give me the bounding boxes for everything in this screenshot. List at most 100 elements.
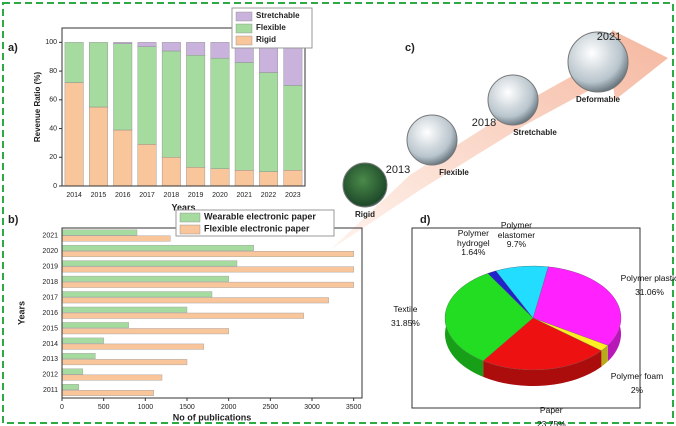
y-tick-label: 2011	[43, 387, 58, 394]
panel-label: b)	[8, 214, 19, 226]
pie-label: Polymer foam	[610, 371, 664, 382]
bar-segment	[137, 42, 157, 47]
bar-segment	[89, 106, 108, 187]
bar	[61, 244, 254, 251]
bar	[61, 250, 354, 257]
x-tick-label: 2017	[139, 192, 155, 199]
pie-slice	[444, 273, 534, 362]
y-tick-label: 2015	[42, 325, 58, 332]
bar-segment	[64, 82, 84, 187]
y-axis-label: Years	[16, 301, 26, 325]
pie-label: Polymer hydrogel	[457, 228, 490, 249]
stage-name: Deformable	[576, 95, 621, 104]
x-tick-label: 2021	[236, 192, 252, 199]
x-tick-label: 2022	[261, 192, 277, 199]
stage-year: 2021	[597, 31, 621, 43]
pie-side	[601, 345, 608, 367]
x-tick-label: 3000	[304, 404, 320, 411]
y-tick-label: 60	[49, 97, 57, 104]
bar-segment	[161, 157, 181, 187]
bar-segment	[64, 42, 84, 83]
x-tick-label: 2016	[115, 192, 131, 199]
legend-label: Wearable electronic paper	[204, 211, 316, 221]
legend-box	[175, 209, 335, 237]
bar	[61, 337, 104, 344]
bar	[61, 312, 304, 319]
legend-swatch	[179, 212, 201, 223]
y-tick-label: 2021	[42, 233, 58, 240]
pie-side	[483, 350, 602, 386]
pie-slice	[482, 317, 602, 371]
bar	[61, 229, 138, 236]
bar-segment	[137, 144, 157, 187]
legend-label: Flexible electronic paper	[204, 223, 310, 233]
y-axis-label: Revenue Ratio (%)	[33, 72, 42, 143]
y-tick-label: 2019	[42, 263, 58, 270]
bar-segment	[186, 167, 206, 187]
pie-value-label: 9.7%	[506, 238, 527, 249]
bar	[61, 368, 84, 375]
x-tick-label: 2018	[164, 192, 180, 199]
bar	[61, 390, 154, 396]
y-tick-label: 2018	[42, 279, 58, 286]
legend-label: Stretchable	[256, 11, 300, 20]
panel-label: c)	[405, 42, 415, 54]
bar	[61, 328, 229, 335]
stage-image	[342, 162, 388, 208]
y-tick-label: 2012	[42, 372, 58, 379]
bar	[61, 322, 129, 329]
bar-segment	[210, 57, 230, 169]
legend-swatch	[179, 224, 201, 235]
pie-value-label: 1.64%	[461, 247, 486, 258]
bar-segment	[186, 55, 206, 168]
x-tick-label: 2015	[91, 192, 107, 199]
stage-year: 2013	[386, 164, 410, 176]
stage-image	[406, 114, 458, 166]
stage-year: 2018	[472, 117, 496, 129]
x-tick-label: 2014	[66, 192, 82, 199]
bar-segment	[113, 43, 133, 131]
bar	[61, 306, 188, 313]
pie-label: Textile	[393, 304, 418, 315]
legend-swatch	[235, 11, 253, 22]
bar-segment	[283, 42, 303, 86]
x-tick-label: 500	[98, 404, 110, 411]
bar	[61, 266, 354, 273]
bar-segment	[259, 171, 278, 187]
bar	[61, 384, 79, 390]
pie-label: Paper	[539, 405, 563, 416]
bar	[61, 275, 229, 282]
y-tick-label: 80	[49, 68, 57, 75]
stage-name: Flexible	[439, 168, 469, 177]
bar	[61, 343, 204, 350]
x-tick-label: 2019	[188, 192, 204, 199]
pie-frame	[411, 227, 641, 409]
x-tick-label: 2020	[212, 192, 228, 199]
bar-segment	[161, 50, 181, 158]
x-tick-label: 2000	[221, 404, 237, 411]
bar	[61, 353, 96, 360]
bar	[61, 235, 171, 242]
pie-label: Polymer elastomer	[497, 219, 536, 240]
bar-segment	[89, 42, 108, 108]
pie-slice	[495, 265, 549, 319]
bar-segment	[210, 168, 230, 187]
legend-swatch	[235, 35, 253, 46]
stage-image	[567, 31, 629, 93]
y-tick-label: 2017	[42, 294, 58, 301]
plot-frame	[61, 27, 306, 187]
legend-label: Flexible	[256, 23, 286, 32]
y-tick-label: 2016	[42, 310, 58, 317]
x-tick-label: 0	[60, 404, 64, 411]
y-tick-label: 100	[45, 39, 57, 46]
x-tick-label: 1500	[179, 404, 195, 411]
pie-value-label: 31.06%	[635, 287, 664, 298]
bar-segment	[161, 42, 181, 52]
y-tick-label: 0	[53, 183, 57, 190]
bar-segment	[186, 42, 206, 56]
bar	[61, 359, 188, 366]
y-tick-label: 40	[49, 125, 57, 132]
bar-segment	[259, 72, 278, 172]
